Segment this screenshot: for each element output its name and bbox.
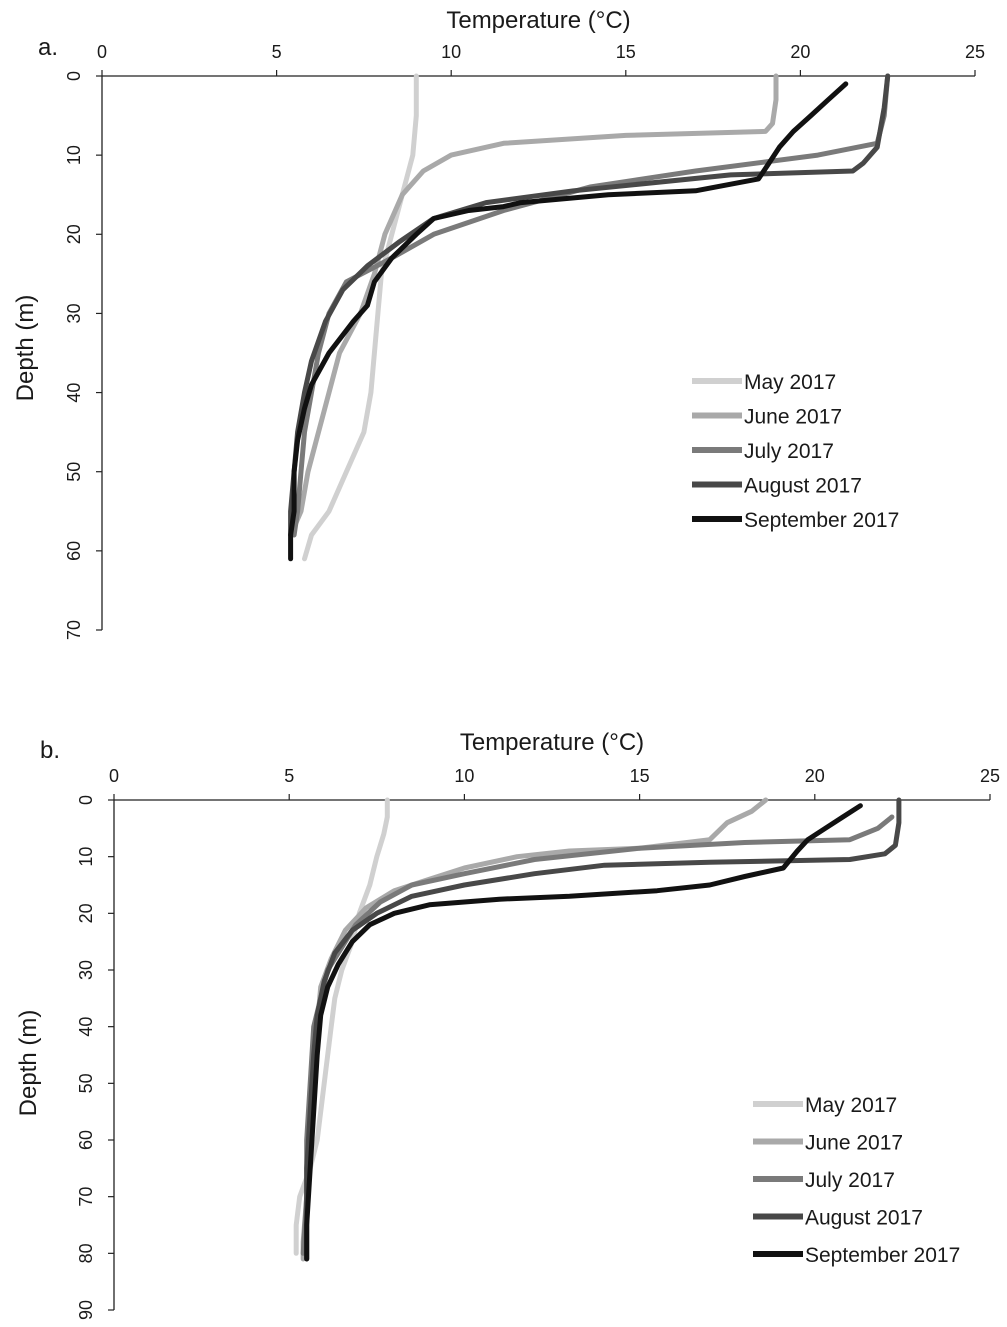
panel-label: b.: [40, 737, 60, 764]
x-tick-label: 5: [272, 42, 282, 62]
series-line-4: [304, 803, 863, 1262]
x-tick-label: 5: [284, 766, 294, 786]
y-tick-label: 10: [76, 847, 96, 867]
y-tick-label: 50: [64, 462, 84, 482]
legend-label: July 2017: [805, 1169, 895, 1192]
legend-label: May 2017: [805, 1094, 897, 1117]
series-line-3: [304, 797, 902, 1262]
legend-label: August 2017: [744, 475, 862, 498]
series-line-1: [291, 73, 779, 530]
series-line-4: [288, 81, 849, 562]
y-tick-label: 0: [64, 71, 84, 81]
y-tick-label: 0: [76, 795, 96, 805]
legend-label: September 2017: [744, 509, 899, 532]
y-tick-label: 70: [64, 620, 84, 640]
y-tick-label: 40: [76, 1017, 96, 1037]
panel-label: a.: [38, 34, 58, 61]
y-tick-label: 60: [64, 541, 84, 561]
chart-panel-1: b. Temperature (°C) Depth (m) 0 5 10 15 20 25 0 10…: [15, 729, 1000, 1320]
y-tick-label: 60: [76, 1130, 96, 1150]
legend: May 2017 June 2017 July 2017 August 2017 Sep…: [753, 1094, 960, 1267]
legend-label: July 2017: [744, 440, 834, 463]
y-tick-label: 80: [76, 1243, 96, 1263]
x-tick-label: 15: [616, 42, 636, 62]
y-tick-label: 10: [64, 145, 84, 165]
y-axis-title: Depth (m): [12, 295, 39, 402]
legend-label: June 2017: [744, 406, 842, 429]
x-tick-label: 20: [790, 42, 810, 62]
x-tick-label: 25: [965, 42, 985, 62]
chart-panel-0: a. Temperature (°C) Depth (m) 0 5 10 15 20 25 0 10…: [12, 7, 985, 640]
y-tick-label: 30: [64, 303, 84, 323]
y-tick-label: 50: [76, 1073, 96, 1093]
y-tick-label: 20: [76, 903, 96, 923]
legend-label: June 2017: [805, 1132, 903, 1155]
x-tick-label: 15: [630, 766, 650, 786]
legend: May 2017 June 2017 July 2017 August 2017 Sep…: [692, 371, 899, 532]
x-tick-label: 25: [980, 766, 1000, 786]
legend-label: May 2017: [744, 371, 836, 394]
y-tick-label: 40: [64, 383, 84, 403]
x-tick-label: 10: [454, 766, 474, 786]
series-line-2: [300, 814, 895, 1256]
series-line-0: [302, 73, 419, 562]
y-axis-title: Depth (m): [15, 1010, 42, 1117]
y-tick-label: 30: [76, 960, 96, 980]
x-axis-title: Temperature (°C): [446, 7, 630, 34]
y-tick-label: 90: [76, 1300, 96, 1320]
legend-label: September 2017: [805, 1244, 960, 1267]
y-tick-label: 20: [64, 224, 84, 244]
x-tick-label: 20: [805, 766, 825, 786]
x-tick-label: 0: [109, 766, 119, 786]
series-line-2: [291, 73, 891, 538]
y-tick-label: 70: [76, 1187, 96, 1207]
x-tick-label: 0: [97, 42, 107, 62]
legend-label: August 2017: [805, 1207, 923, 1230]
x-tick-label: 10: [441, 42, 461, 62]
x-axis-title: Temperature (°C): [460, 729, 644, 756]
